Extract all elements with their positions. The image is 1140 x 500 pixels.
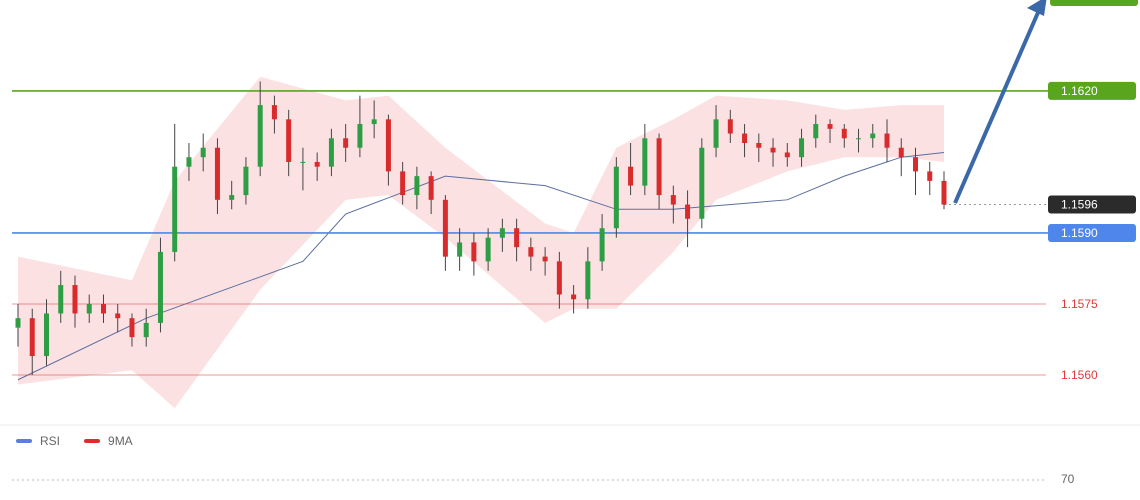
candle-body xyxy=(571,294,577,300)
candle-body xyxy=(613,166,619,229)
candle-body xyxy=(115,313,121,319)
candle-body xyxy=(856,138,862,140)
candle-body xyxy=(542,256,548,262)
candle-body xyxy=(784,152,790,158)
level-box xyxy=(1048,195,1136,214)
rsi-tick-label: 70 xyxy=(1061,472,1075,486)
legend-swatch xyxy=(16,439,32,443)
candle-body xyxy=(72,285,78,314)
candle-body xyxy=(870,133,876,139)
candle-body xyxy=(514,228,520,248)
candle-body xyxy=(528,247,534,257)
level-label: 1.1575 xyxy=(1061,297,1098,311)
legend-label: 9MA xyxy=(108,434,133,448)
candle-body xyxy=(642,138,648,186)
bollinger-band xyxy=(18,76,944,409)
candle-body xyxy=(314,161,320,167)
candle-body xyxy=(457,242,463,257)
candle-body xyxy=(100,303,106,314)
candle-body xyxy=(271,105,277,120)
candle-body xyxy=(29,318,35,357)
candle-body xyxy=(827,124,833,129)
candle-body xyxy=(756,142,762,148)
candle-body xyxy=(941,180,947,205)
candle-body xyxy=(599,228,605,262)
candle-body xyxy=(343,138,349,148)
candle-body xyxy=(813,124,819,139)
candle-body xyxy=(286,119,292,162)
candle-body xyxy=(257,105,263,167)
candle-body xyxy=(884,133,890,148)
candle-body xyxy=(628,166,634,186)
target-box xyxy=(1050,0,1138,6)
candle-body xyxy=(43,313,49,357)
candle-body xyxy=(485,237,491,262)
candle-body xyxy=(585,261,591,300)
candle-body xyxy=(229,195,235,200)
level-label: 1.1590 xyxy=(1061,226,1098,240)
candle-body xyxy=(400,171,406,196)
candle-body xyxy=(328,138,334,167)
candle-body xyxy=(442,199,448,257)
candle-body xyxy=(685,204,691,219)
trend-arrow xyxy=(953,7,1042,204)
level-label: 1.1596 xyxy=(1061,198,1098,212)
candle-body xyxy=(841,128,847,139)
level-box xyxy=(1048,81,1136,100)
legend-label: RSI xyxy=(40,434,60,448)
arrow-head xyxy=(1027,0,1047,16)
band-layer xyxy=(17,76,945,409)
candle-body xyxy=(357,124,363,148)
candle-body xyxy=(499,228,505,238)
candle-body xyxy=(670,195,676,205)
candle-body xyxy=(172,166,178,252)
candle-body xyxy=(186,157,192,167)
candle-body xyxy=(129,318,135,338)
level-label: 1.1620 xyxy=(1061,84,1098,98)
candle-body xyxy=(556,261,562,295)
candle-body xyxy=(414,176,420,196)
candle-body xyxy=(428,176,434,200)
candle-body xyxy=(157,251,163,323)
candle-body xyxy=(727,119,733,134)
candle-body xyxy=(143,322,149,338)
candle-body xyxy=(86,303,92,314)
candle-body xyxy=(214,147,220,200)
candle-body xyxy=(300,161,306,163)
candle-body xyxy=(471,242,477,262)
level-label: 1.1560 xyxy=(1061,368,1098,382)
candle-body xyxy=(385,119,391,172)
candle-body xyxy=(742,133,748,143)
candle-body xyxy=(200,147,206,158)
candle-body xyxy=(656,138,662,196)
moving-average xyxy=(17,151,945,381)
level-box xyxy=(1048,223,1136,242)
legend-swatch xyxy=(84,439,101,443)
candle-body xyxy=(799,138,805,158)
candle-body xyxy=(699,147,705,219)
candle-body xyxy=(15,318,21,328)
candle-body xyxy=(770,147,776,153)
candle-body xyxy=(913,157,919,172)
candle-body xyxy=(927,171,933,181)
candle-body xyxy=(243,166,249,196)
candle-body xyxy=(713,119,719,148)
candle-body xyxy=(898,147,904,158)
candle-body xyxy=(371,119,377,125)
candle-body xyxy=(58,285,64,314)
main-layer: 1.1620 1.1596 1.1590 1.1575 1.1560 xyxy=(12,81,1136,382)
